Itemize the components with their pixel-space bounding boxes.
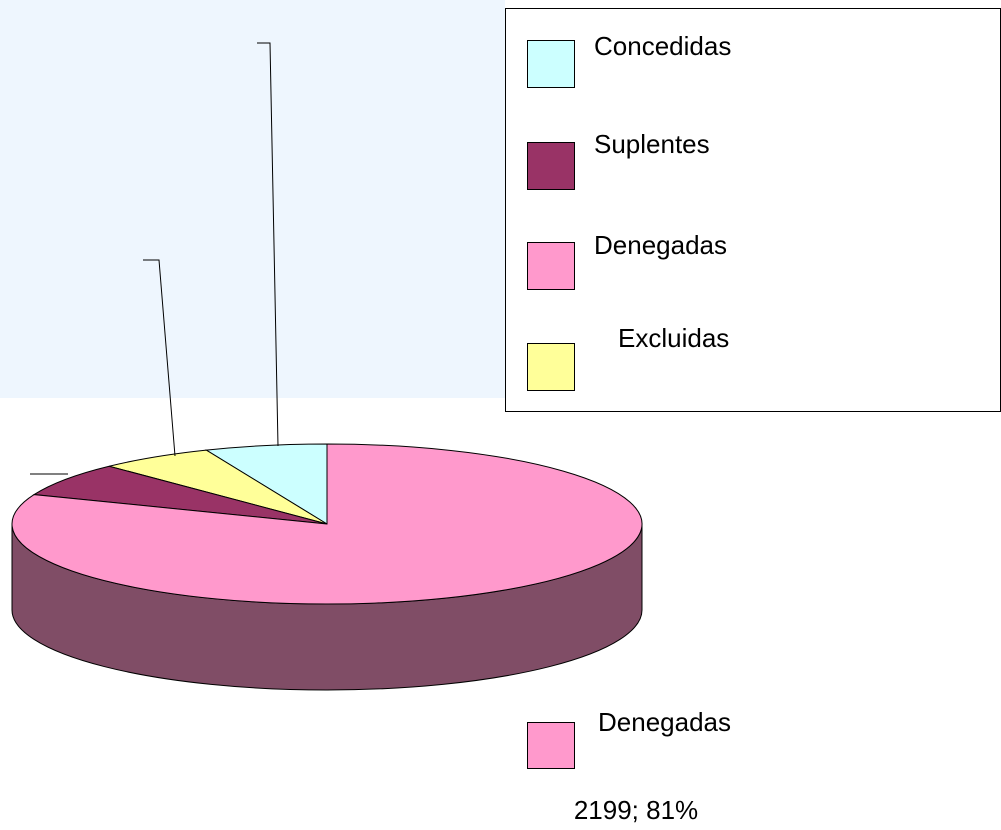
leader-line xyxy=(257,42,279,447)
plot-background xyxy=(0,0,505,398)
data-label-name: Denegadas xyxy=(598,707,731,737)
pie-slice xyxy=(32,465,328,525)
legend: Concedidas Suplentes Denegadas Excluidas xyxy=(527,31,731,391)
data-label: 2199; 81% xyxy=(574,795,698,825)
legend-label: Concedidas xyxy=(594,31,731,61)
legend-key xyxy=(527,343,575,391)
legend-key xyxy=(527,242,575,290)
pie xyxy=(11,443,643,691)
legend-key xyxy=(527,40,575,88)
pie-slice xyxy=(204,443,328,525)
legend-label: Denegadas xyxy=(594,230,727,260)
leader-line xyxy=(143,259,176,457)
data-label-key xyxy=(527,722,575,769)
pie-slice xyxy=(11,443,643,605)
legend-label: Excluidas xyxy=(618,323,729,353)
legend-label: Suplentes xyxy=(594,129,710,159)
legend-key xyxy=(527,142,575,190)
legend-box xyxy=(505,8,1001,412)
